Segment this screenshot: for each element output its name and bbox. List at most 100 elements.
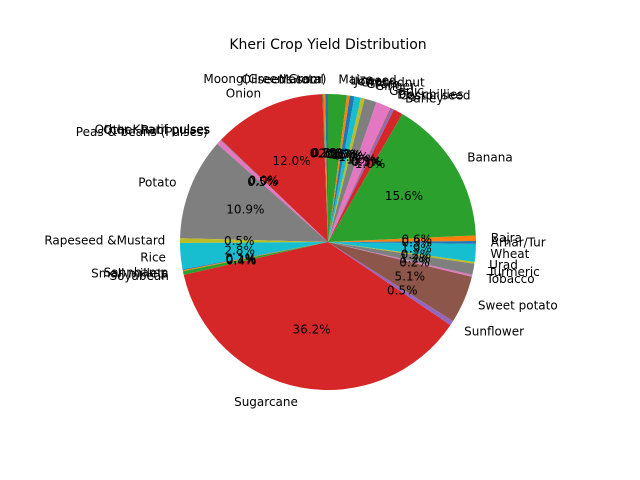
slice-label-maize: Maize xyxy=(338,73,373,87)
slice-percent-rapeseed-mustard: 0.5% xyxy=(224,234,255,248)
slice-label-rapeseed-mustard: Rapeseed &Mustard xyxy=(44,233,165,247)
slice-label-sunflower: Sunflower xyxy=(464,324,524,338)
slice-label-other-kharif-pulses: Other Kharif pulses xyxy=(95,123,210,137)
slice-label-groundnut: Groundnut xyxy=(361,76,425,90)
slice-label-sannhamp: Sannhamp xyxy=(104,266,168,280)
slice-gram xyxy=(328,97,365,243)
slice-castor-seed xyxy=(328,108,394,242)
slice-sweet-potato xyxy=(328,242,472,322)
slice-label-soyabean: Soyabean xyxy=(109,269,168,283)
slice-percent-oilseeds-total: 0.2% xyxy=(310,146,341,160)
slice-maize xyxy=(328,94,347,242)
slice-label-dry-chillies: Dry chillies xyxy=(397,88,463,102)
slice-percent-soyabean: 0.4% xyxy=(226,254,257,268)
slice-percent-tobacco: 0.2% xyxy=(399,255,430,269)
slice-label-ginger: Ginger xyxy=(375,79,415,93)
slice-potato xyxy=(180,143,328,242)
slice-label-sweet-potato: Sweet potato xyxy=(478,299,558,313)
slice-arhar-tur xyxy=(328,241,477,244)
slice-ginger xyxy=(328,98,377,242)
slice-label-turmeric: Turmeric xyxy=(487,265,540,279)
slice-jowar xyxy=(328,95,355,242)
slice-percent-ginger: 1.3% xyxy=(338,150,369,164)
slice-groundnut xyxy=(328,96,361,242)
slice-label-barley: Barley xyxy=(405,92,443,106)
pie-slices xyxy=(179,94,477,390)
slice-garlic xyxy=(328,102,391,243)
slice-percent-linseed: 0.3% xyxy=(325,147,356,161)
slice-label-wheat: Wheat xyxy=(490,247,529,261)
slice-label-banana: Banana xyxy=(467,151,513,165)
slice-label-rice: Rice xyxy=(140,251,166,265)
slice-percent-groundnut: 0.7% xyxy=(331,148,362,162)
slice-small-millets xyxy=(182,242,328,272)
slice-soyabean xyxy=(182,242,328,275)
slice-label-potato: Potato xyxy=(138,175,176,189)
slice-percent-masoor: 0.1% xyxy=(310,146,341,160)
slice-label-jowar: Jowar xyxy=(354,74,388,88)
slice-sugarcane xyxy=(183,242,451,390)
slice-oilseeds-total xyxy=(323,94,328,242)
slice-percent-labels: 0.3%0.2%0.1%12.0%0.0%0.0%0.5%10.9%0.5%2.… xyxy=(224,146,432,336)
slice-urad xyxy=(328,242,475,264)
slice-barley xyxy=(328,109,403,243)
slice-percent-small-millets: 0.1% xyxy=(226,252,257,266)
slice-percent-wheat: 1.9% xyxy=(401,242,432,256)
slice-percent-turmeric: 1.2% xyxy=(400,251,431,265)
slice-masoor xyxy=(322,94,328,242)
slice-percent-sweet-potato: 5.1% xyxy=(395,270,426,284)
slice-percent-other-rabi-pulses: 0.0% xyxy=(248,174,279,188)
slice-percent-potato: 10.9% xyxy=(226,202,264,216)
slice-peas-beans-pulses xyxy=(217,140,328,242)
slice-percent-sunflower: 0.5% xyxy=(387,284,418,298)
slice-percent-dry-chillies: 0.1% xyxy=(351,155,382,169)
slice-percent-moong-green-gram: 0.3% xyxy=(312,146,343,160)
slice-percent-arhar-tur: 0.3% xyxy=(402,235,433,249)
slice-label-linseed: Linseed xyxy=(350,74,396,88)
slice-rice xyxy=(180,242,328,270)
slice-turmeric xyxy=(328,242,475,275)
slice-percent-maize: 2.0% xyxy=(318,146,349,160)
slice-label-small-millets: Small millets xyxy=(91,267,168,281)
slice-percent-peas-beans-pulses: 0.5% xyxy=(247,175,278,189)
slice-label-sugarcane: Sugarcane xyxy=(234,395,298,409)
slice-percent-garlic: 1.6% xyxy=(346,153,377,167)
slice-label-castor-seed: Castor seed xyxy=(399,89,470,103)
slice-label-bajra: Bajra xyxy=(491,231,522,245)
slice-percent-urad: 0.2% xyxy=(401,247,432,261)
slice-wheat xyxy=(328,242,476,262)
slice-rapeseed-mustard xyxy=(179,238,328,243)
slice-bajra xyxy=(328,235,476,242)
slice-banana xyxy=(328,113,476,243)
slice-percent-bajra: 0.6% xyxy=(402,233,433,247)
slice-other-rabi-pulses xyxy=(220,140,328,242)
slice-label-gram: Gram xyxy=(366,77,399,91)
slice-label-onion: Onion xyxy=(226,87,261,101)
slice-tobacco xyxy=(328,242,473,277)
slice-sannhamp xyxy=(182,242,328,271)
slice-label-masoor: Masoor xyxy=(279,72,323,86)
slice-percent-banana: 15.6% xyxy=(385,189,423,203)
slice-label-garlic: Garlic xyxy=(389,84,424,98)
slice-dry-chillies xyxy=(328,107,392,242)
slice-percent-gram: 0.4% xyxy=(334,149,365,163)
slice-sunflower xyxy=(328,242,454,326)
slice-label-tobacco: Tobacco xyxy=(485,272,534,286)
slice-label-urad: Urad xyxy=(489,258,518,272)
chart-title: Kheri Crop Yield Distribution xyxy=(229,37,426,53)
slice-other-kharif-pulses xyxy=(220,139,328,242)
slice-label-arhar-tur: Arhar/Tur xyxy=(491,236,546,250)
slice-onion xyxy=(221,94,328,242)
slice-label-peas-beans-pulses: Peas & beans (Pulses) xyxy=(76,125,208,139)
slice-percent-rice: 2.8% xyxy=(224,244,255,258)
slice-percent-jowar: 0.5% xyxy=(327,147,358,161)
slice-moong-green-gram xyxy=(325,94,328,242)
slice-percent-other-kharif-pulses: 0.0% xyxy=(248,174,279,188)
slice-label-moong-green-gram: Moong(Green Gram) xyxy=(203,72,326,86)
slice-linseed xyxy=(328,95,350,242)
slice-percent-sannhamp: 0.1% xyxy=(226,252,257,266)
slice-percent-sugarcane: 36.2% xyxy=(293,322,331,336)
slice-percent-castor-seed: 0.3% xyxy=(352,155,383,169)
